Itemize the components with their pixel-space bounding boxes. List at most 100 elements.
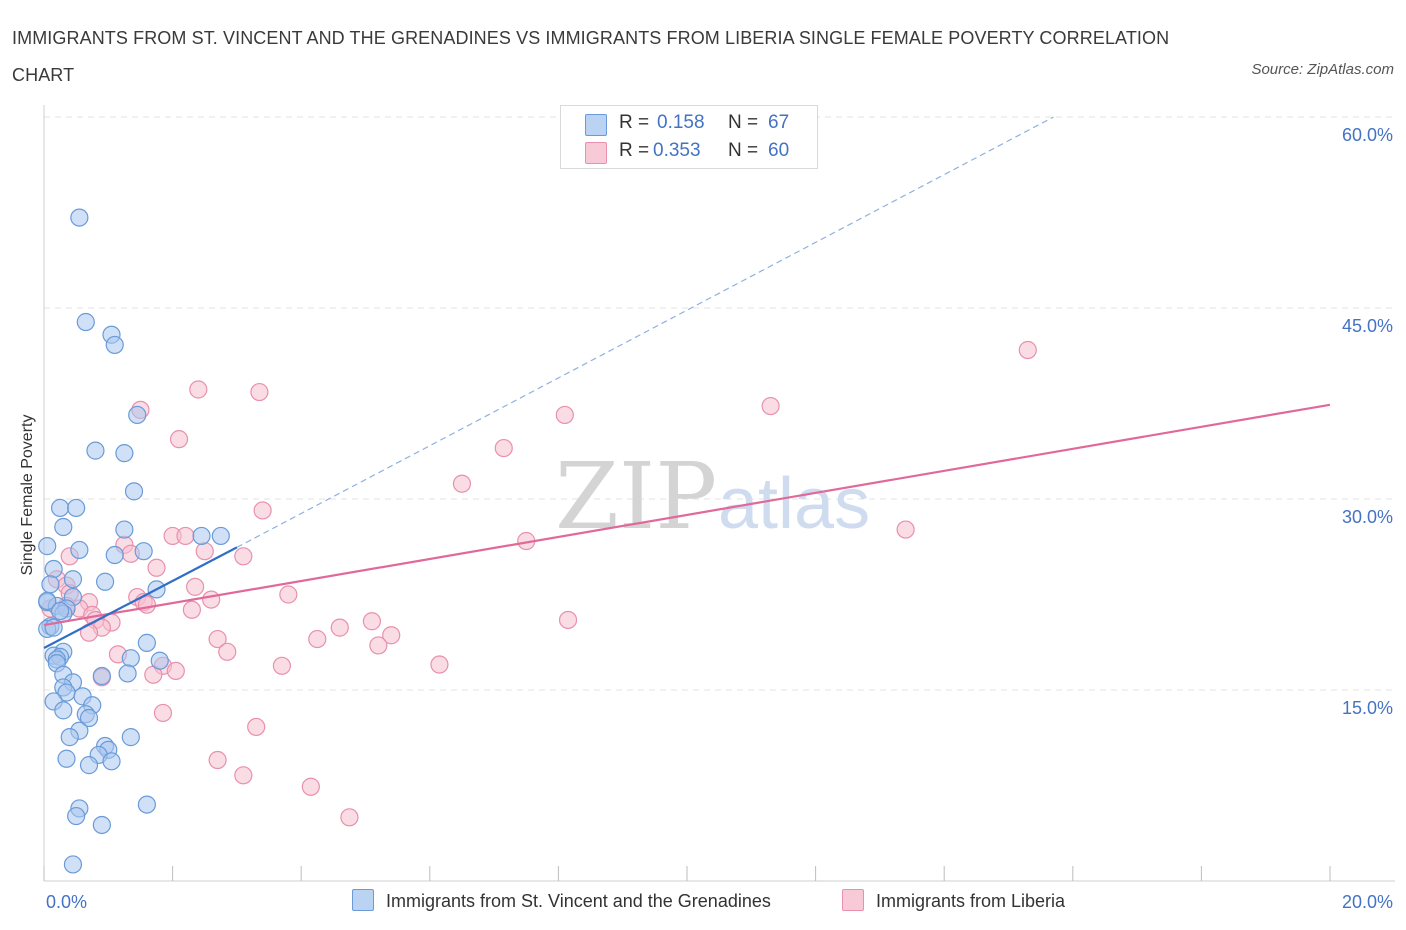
y-tick-label: 30.0% bbox=[1342, 507, 1393, 527]
liberia-point bbox=[234, 547, 253, 566]
st-vincent-point bbox=[63, 855, 83, 874]
st-vincent-point bbox=[118, 664, 137, 683]
st-vincent-point bbox=[128, 405, 147, 425]
st-vincent-point bbox=[86, 441, 105, 460]
watermark: ZIP atlas bbox=[555, 443, 870, 550]
y-tick-label: 60.0% bbox=[1342, 125, 1393, 145]
st-vincent-point bbox=[63, 570, 83, 589]
liberia-point bbox=[308, 629, 327, 649]
liberia-point bbox=[147, 558, 166, 577]
st-vincent-point bbox=[79, 708, 99, 728]
st-vincent-point bbox=[137, 795, 156, 814]
st-vincent-point bbox=[38, 591, 57, 610]
liberia-point bbox=[208, 750, 227, 770]
liberia-point bbox=[272, 656, 292, 675]
series-legend-liberia: Immigrants from Liberia bbox=[842, 889, 1065, 912]
y-axis-label: Single Female Poverty bbox=[19, 414, 36, 576]
liberia-point bbox=[279, 585, 298, 604]
st-vincent-point bbox=[50, 601, 70, 621]
grid-lines bbox=[44, 116, 1395, 691]
legend-swatch-blue bbox=[585, 114, 607, 136]
liberia-point bbox=[202, 590, 221, 609]
x-tick-label: 20.0% bbox=[1342, 892, 1393, 912]
st-vincent-point bbox=[92, 666, 111, 686]
st-vincent-point bbox=[70, 540, 89, 560]
st-vincent-point bbox=[121, 649, 140, 668]
st-vincent-point bbox=[54, 517, 73, 537]
legend-n-label: N = bbox=[728, 112, 759, 133]
series-legend-st-vincent: Immigrants from St. Vincent and the Gren… bbox=[352, 889, 771, 912]
liberia-point bbox=[208, 629, 227, 649]
legend-r-value: 0.353 bbox=[653, 140, 701, 161]
legend-n-label: N = bbox=[728, 140, 759, 161]
legend-n-value: 60 bbox=[768, 140, 790, 161]
liberia-point bbox=[362, 612, 382, 631]
liberia-point bbox=[169, 430, 189, 449]
st-vincent-point bbox=[150, 651, 169, 670]
liberia-point bbox=[195, 542, 214, 561]
st-vincent-point bbox=[92, 815, 111, 835]
x-tick-label: 0.0% bbox=[46, 892, 87, 912]
st-vincent-point bbox=[124, 482, 144, 501]
liberia-point bbox=[137, 595, 156, 614]
st-vincent-point bbox=[79, 756, 99, 775]
st-vincent-point bbox=[115, 444, 134, 463]
liberia-point bbox=[369, 636, 388, 655]
liberia-points bbox=[41, 340, 1037, 827]
liberia-point bbox=[182, 600, 201, 619]
liberia-point bbox=[555, 405, 574, 425]
series-swatch-pink bbox=[842, 889, 864, 911]
st-vincent-point bbox=[67, 806, 86, 826]
legend-n-value: 67 bbox=[768, 112, 790, 133]
liberia-point bbox=[186, 577, 205, 596]
liberia-point bbox=[250, 382, 269, 402]
liberia-point bbox=[247, 717, 266, 737]
st-vincent-point bbox=[76, 312, 95, 332]
y-tick-label: 45.0% bbox=[1342, 316, 1393, 336]
st-vincent-point bbox=[70, 208, 89, 227]
st-vincent-point bbox=[57, 749, 76, 768]
series-swatch-blue bbox=[352, 889, 374, 911]
liberia-point bbox=[176, 526, 195, 546]
st-vincent-point bbox=[211, 526, 230, 546]
liberia-point bbox=[382, 626, 401, 645]
series-label-st-vincent: Immigrants from St. Vincent and the Gren… bbox=[386, 891, 771, 911]
liberia-point bbox=[153, 703, 173, 723]
st-vincent-trend-line bbox=[43, 546, 238, 649]
liberia-point bbox=[1018, 340, 1037, 360]
st-vincent-point bbox=[50, 498, 70, 518]
liberia-point bbox=[761, 396, 780, 416]
legend-swatch-pink bbox=[585, 142, 607, 164]
liberia-point bbox=[340, 808, 359, 827]
liberia-point bbox=[494, 438, 513, 458]
st-vincent-point bbox=[60, 728, 79, 747]
st-vincent-point bbox=[115, 520, 134, 539]
series-label-liberia: Immigrants from Liberia bbox=[876, 891, 1066, 911]
liberia-point bbox=[452, 474, 472, 493]
liberia-point bbox=[301, 777, 320, 796]
st-vincent-point bbox=[44, 559, 63, 579]
liberia-point bbox=[253, 501, 272, 520]
liberia-point bbox=[896, 520, 915, 539]
liberia-point bbox=[166, 661, 185, 681]
y-tick-label: 15.0% bbox=[1342, 698, 1393, 718]
st-vincent-point bbox=[95, 572, 115, 591]
liberia-point bbox=[558, 610, 578, 630]
liberia-point bbox=[430, 655, 449, 674]
st-vincent-point bbox=[192, 526, 211, 546]
st-vincent-points bbox=[38, 208, 230, 874]
st-vincent-point bbox=[67, 498, 86, 518]
liberia-point bbox=[234, 766, 253, 785]
liberia-trend-line bbox=[43, 403, 1331, 627]
axes bbox=[43, 105, 1395, 882]
tick-labels: 15.0% 30.0% 45.0% 60.0% 0.0% 20.0% bbox=[46, 125, 1393, 912]
legend-r-label: R = bbox=[619, 112, 650, 133]
liberia-point bbox=[330, 618, 349, 637]
chart-title: IMMIGRANTS FROM ST. VINCENT AND THE GREN… bbox=[12, 28, 1170, 85]
st-vincent-point bbox=[54, 701, 73, 720]
legend-r-value: 0.158 bbox=[657, 112, 705, 133]
st-vincent-point bbox=[134, 542, 153, 561]
legend-r-label: R = bbox=[619, 140, 650, 161]
watermark-atlas: atlas bbox=[718, 464, 870, 544]
